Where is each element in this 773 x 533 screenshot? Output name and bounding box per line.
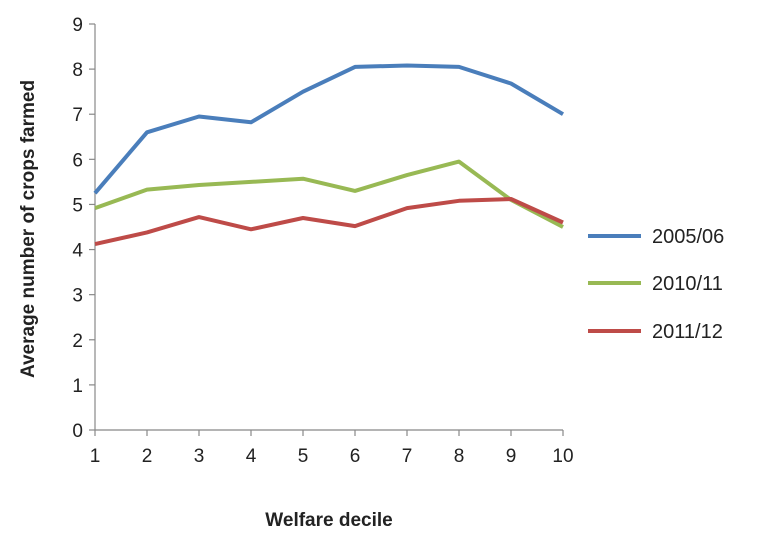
- y-axis-title: Average number of crops farmed: [18, 80, 39, 378]
- x-tick-label: 5: [298, 446, 309, 467]
- x-tick-label: 9: [506, 446, 517, 467]
- series-lines: [93, 63, 565, 247]
- y-tick-label: 7: [72, 105, 83, 126]
- y-tick-label: 0: [72, 421, 83, 442]
- x-tick-label: 6: [350, 446, 361, 467]
- x-tick-label: 10: [552, 446, 573, 467]
- y-tick-label: 4: [72, 241, 83, 262]
- x-tick-label: 7: [402, 446, 413, 467]
- x-tick-label: 1: [90, 446, 101, 467]
- y-tick-label: 1: [72, 376, 83, 397]
- y-tick-label: 2: [72, 331, 83, 352]
- y-tick-label: 6: [72, 150, 83, 171]
- legend-label: 2005/06: [652, 226, 724, 248]
- x-tick-label: 2: [142, 446, 153, 467]
- x-tick-label: 4: [246, 446, 257, 467]
- legend: 2005/06 2010/11 2011/12: [588, 226, 724, 343]
- x-tick-label: 8: [454, 446, 465, 467]
- legend-label: 2010/11: [652, 273, 723, 295]
- y-tick-label: 9: [72, 15, 83, 36]
- series-line-2005-06: [93, 63, 565, 195]
- series-line-2010-11: [94, 159, 564, 229]
- x-axis-title: Welfare decile: [265, 510, 392, 531]
- series-line-2011-12: [94, 197, 564, 247]
- y-tick-label: 8: [72, 60, 83, 81]
- x-tick-label: 3: [194, 446, 205, 467]
- legend-label: 2011/12: [652, 321, 723, 343]
- y-tick-label: 5: [72, 195, 83, 216]
- y-tick-label: 3: [72, 286, 83, 307]
